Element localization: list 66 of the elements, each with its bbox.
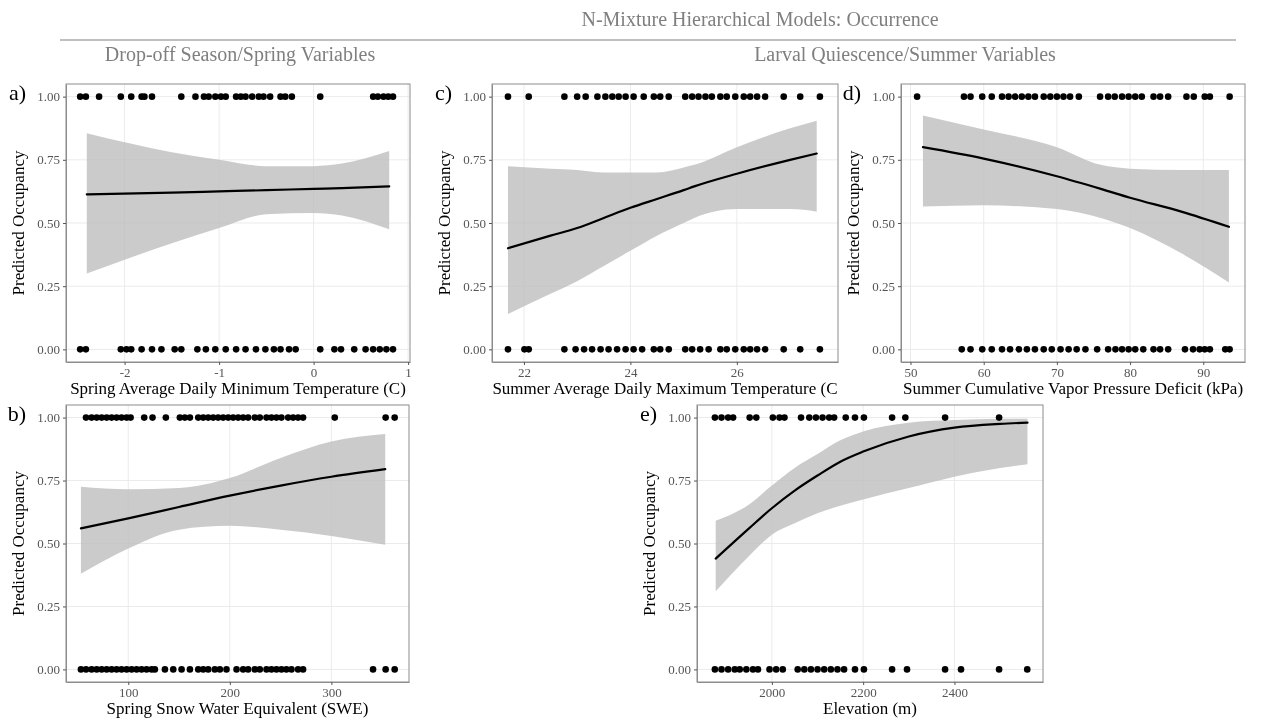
y-tick-label: 0.50 bbox=[668, 536, 691, 552]
y-tick-label: 0.75 bbox=[668, 473, 691, 489]
y-tick-label: 0.75 bbox=[37, 152, 60, 168]
y-tick-label: 1.00 bbox=[668, 410, 691, 426]
text: Drop-off Season/Spring Variables bbox=[104, 43, 376, 66]
y-tick-label: 0.25 bbox=[872, 278, 895, 294]
x-tick-label: 2000 bbox=[759, 685, 786, 701]
x-tick-label: 100 bbox=[119, 685, 139, 701]
x-tick-label: 0 bbox=[310, 365, 318, 381]
x-tick-label: 2400 bbox=[941, 685, 968, 701]
text: b) bbox=[7, 401, 26, 426]
y-tick-label: 0.75 bbox=[37, 473, 60, 489]
y-tick-label: 0.50 bbox=[37, 215, 60, 231]
text: a) bbox=[8, 80, 26, 105]
x-tick-label: 1 bbox=[405, 365, 412, 381]
y-tick-label: 0.25 bbox=[37, 599, 60, 615]
y-tick-label: 0.00 bbox=[37, 342, 60, 358]
text: c) bbox=[434, 80, 452, 105]
y-tick-label: 0.00 bbox=[463, 342, 486, 358]
y-axis-title: Predicted Occupancy bbox=[9, 470, 28, 616]
y-tick-label: 0.25 bbox=[37, 278, 60, 294]
x-tick-label: 200 bbox=[220, 685, 241, 701]
line-series bbox=[79, 468, 387, 530]
x-tick-label: 26 bbox=[730, 365, 745, 381]
y-axis-title: Predicted Occupancy bbox=[9, 150, 28, 296]
y-tick-label: 0.00 bbox=[872, 342, 895, 358]
y-tick-label: 0.50 bbox=[37, 536, 60, 552]
y-axis-title: Predicted Occupancy bbox=[844, 150, 863, 296]
x-tick-label: 2200 bbox=[850, 685, 877, 701]
x-tick-label: -1 bbox=[214, 365, 226, 381]
text: N-Mixture Hierarchical Models: Occurrence bbox=[581, 8, 939, 30]
text: d) bbox=[842, 80, 861, 105]
y-tick-label: 0.25 bbox=[668, 599, 691, 615]
x-axis-title: Elevation (m) bbox=[823, 699, 917, 718]
y-tick-label: 1.00 bbox=[37, 89, 60, 105]
x-tick-label: 60 bbox=[977, 365, 991, 381]
y-tick-label: 1.00 bbox=[872, 89, 895, 105]
y-axis-title: Predicted Occupancy bbox=[435, 150, 454, 296]
x-axis-title: Spring Snow Water Equivalent (SWE) bbox=[106, 699, 369, 718]
line-series bbox=[85, 185, 391, 196]
x-tick-label: 50 bbox=[904, 365, 918, 381]
y-tick-label: 0.75 bbox=[463, 152, 486, 168]
x-tick-label: 24 bbox=[624, 365, 638, 381]
y-tick-label: 0.50 bbox=[872, 215, 895, 231]
x-tick-label: 22 bbox=[517, 365, 531, 381]
x-tick-label: 300 bbox=[322, 685, 342, 701]
line-series bbox=[506, 152, 818, 250]
x-axis-title: Summer Cumulative Vapor Pressure Deficit (kPa) bbox=[902, 379, 1244, 398]
x-tick-label: 80 bbox=[1124, 365, 1138, 381]
y-tick-label: 0.25 bbox=[463, 278, 486, 294]
x-axis-title: Spring Average Daily Minimum Temperature (C) bbox=[70, 379, 406, 398]
x-tick-label: -2 bbox=[119, 365, 131, 381]
y-tick-label: 0.00 bbox=[37, 662, 60, 678]
line-series bbox=[921, 146, 1230, 228]
y-tick-label: 1.00 bbox=[37, 410, 60, 426]
y-tick-label: 1.00 bbox=[463, 89, 486, 105]
y-tick-label: 0.00 bbox=[668, 662, 691, 678]
x-tick-label: 70 bbox=[1050, 365, 1064, 381]
y-tick-label: 0.75 bbox=[872, 152, 895, 168]
x-tick-label: 90 bbox=[1197, 365, 1211, 381]
y-tick-label: 0.50 bbox=[463, 215, 486, 231]
x-axis-title: Summer Average Daily Maximum Temperature (C bbox=[492, 379, 838, 398]
line-series bbox=[714, 421, 1029, 560]
y-axis-title: Predicted Occupancy bbox=[640, 470, 659, 616]
text: e) bbox=[639, 401, 657, 426]
text: Larval Quiescence/Summer Variables bbox=[754, 43, 1057, 65]
